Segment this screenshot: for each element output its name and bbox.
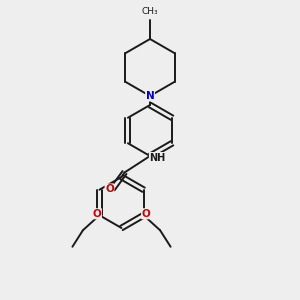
Text: O: O xyxy=(142,209,150,219)
Text: CH₃: CH₃ xyxy=(142,7,158,16)
Text: O: O xyxy=(105,184,114,194)
Text: NH: NH xyxy=(149,152,166,163)
Text: O: O xyxy=(93,209,101,219)
Text: N: N xyxy=(146,91,154,101)
